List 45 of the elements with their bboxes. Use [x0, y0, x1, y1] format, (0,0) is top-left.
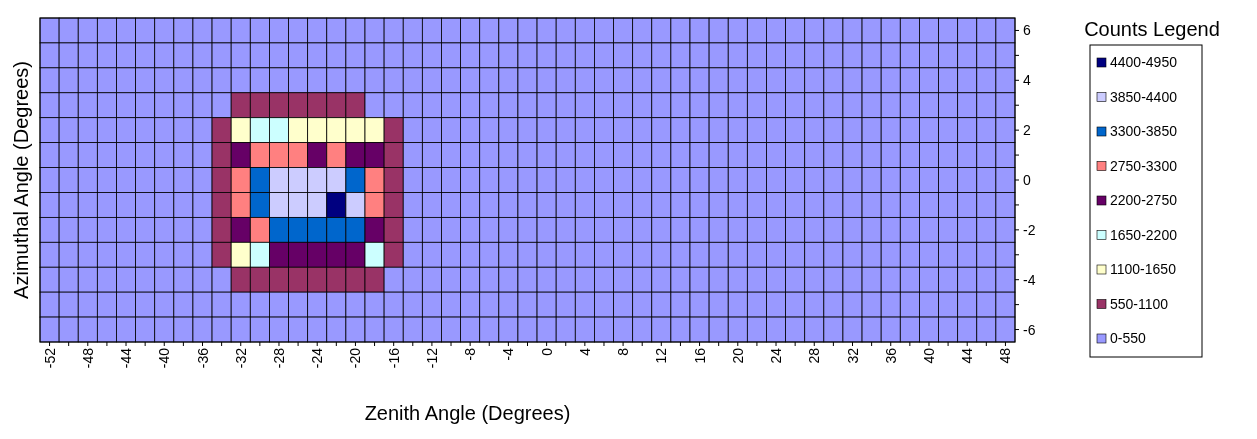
- x-tick-label: -32: [232, 347, 249, 369]
- color-bar-label: 0-550: [1110, 330, 1147, 346]
- color-bar-label: 3300-3850: [1110, 123, 1178, 139]
- y-tick-label: 0: [1023, 172, 1031, 188]
- y-tick-label: -4: [1023, 271, 1036, 288]
- y-axis-title: Azimuthal Angle (Degrees): [10, 61, 32, 299]
- y-tick-label: 2: [1023, 122, 1031, 139]
- color-bar-label: 2200-2750: [1110, 192, 1178, 208]
- x-tick-label: -16: [385, 347, 402, 369]
- x-tick-label: 4: [576, 347, 593, 356]
- color-bar-label: 1650-2200: [1110, 226, 1178, 243]
- x-tick-label: -12: [423, 347, 440, 369]
- x-tick-label: 8: [615, 347, 632, 356]
- x-tick-label: -4: [500, 347, 517, 361]
- x-tick-label: -40: [156, 347, 173, 369]
- color-bar-label: 2750-3300: [1110, 157, 1178, 174]
- x-tick-label: -20: [347, 347, 364, 369]
- x-tick-label: -24: [309, 347, 326, 369]
- x-axis-title: Zenith Angle (Degrees): [364, 402, 571, 424]
- x-tick-label: 12: [653, 347, 670, 364]
- x-tick-label: 36: [882, 347, 899, 364]
- x-tick-label: 16: [691, 347, 708, 364]
- x-tick-label: -44: [118, 347, 135, 369]
- color-bar-label: 4400-4950: [1110, 54, 1178, 70]
- color-bar-label: 3850-4400: [1110, 88, 1178, 105]
- x-tick-label: 24: [768, 347, 785, 364]
- x-tick-label: 0: [538, 347, 555, 356]
- y-tick-label: -6: [1023, 321, 1036, 338]
- x-tick-label: 40: [920, 347, 937, 364]
- legend-title: Counts Legend: [1084, 18, 1220, 40]
- y-tick-label: 4: [1023, 72, 1031, 89]
- color-bar-label: 550-1100: [1110, 295, 1169, 312]
- color-bar-label: 1100-1650: [1110, 261, 1177, 277]
- x-tick-label: -36: [194, 347, 211, 369]
- y-tick-label: -2: [1023, 221, 1036, 238]
- x-tick-label: -8: [462, 347, 479, 361]
- y-tick-label: 6: [1023, 22, 1031, 39]
- x-tick-label: 28: [806, 347, 823, 364]
- x-tick-label: -48: [79, 347, 96, 369]
- x-tick-label: 20: [729, 347, 746, 364]
- x-tick-label: 44: [959, 347, 976, 364]
- x-tick-label: 48: [997, 347, 1014, 364]
- x-tick-label: -52: [41, 347, 58, 369]
- x-tick-label: -28: [270, 347, 287, 369]
- x-tick-label: 32: [844, 347, 861, 364]
